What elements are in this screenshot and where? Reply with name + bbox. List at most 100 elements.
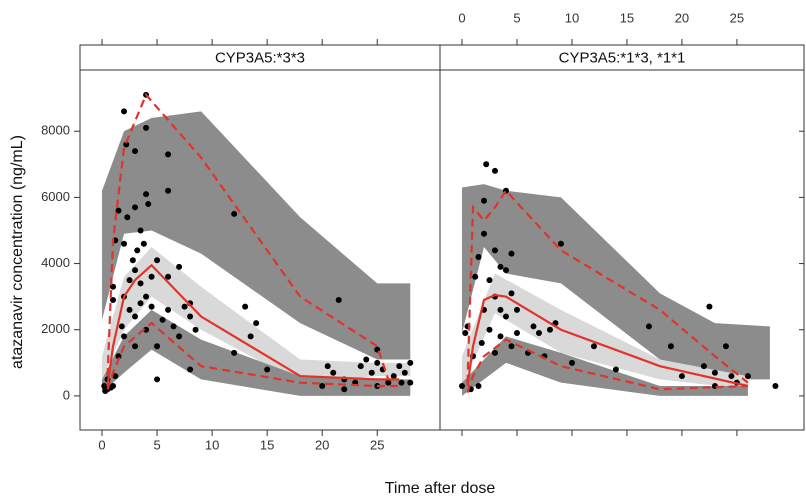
data-point xyxy=(154,376,161,383)
data-point xyxy=(478,339,485,346)
data-point xyxy=(176,263,183,270)
data-point xyxy=(264,366,271,373)
data-point xyxy=(123,141,130,148)
data-point xyxy=(557,240,564,247)
data-point xyxy=(407,379,414,386)
data-point xyxy=(546,326,553,333)
data-point xyxy=(508,250,515,257)
median-line xyxy=(106,263,400,387)
data-point xyxy=(472,273,479,280)
y-tick-label: 4000 xyxy=(41,255,70,270)
data-point xyxy=(231,349,238,356)
data-point xyxy=(491,349,498,356)
prediction-band xyxy=(102,309,411,396)
data-point xyxy=(480,197,487,204)
data-point xyxy=(772,382,779,389)
strip-label: CYP3A5:*3*3 xyxy=(215,49,305,66)
strip-label: CYP3A5:*1*3, *1*1 xyxy=(559,49,686,66)
x-tick-label: 20 xyxy=(315,437,329,452)
data-point xyxy=(744,373,751,380)
data-point xyxy=(137,300,144,307)
y-axis-label: atazanavir concentration (ng/mL) xyxy=(9,135,26,369)
panel-plot xyxy=(458,161,779,396)
data-point xyxy=(165,273,172,280)
x-tick-label: 10 xyxy=(205,437,219,452)
data-point xyxy=(176,333,183,340)
strip xyxy=(79,44,441,71)
data-point xyxy=(247,333,254,340)
data-point xyxy=(508,290,515,297)
data-point xyxy=(143,124,150,131)
data-point xyxy=(678,373,685,380)
x-tick-label: 15 xyxy=(620,10,634,25)
x-tick-label: 5 xyxy=(513,10,520,25)
data-point xyxy=(181,303,188,310)
data-point xyxy=(612,366,619,373)
data-point xyxy=(645,323,652,330)
data-point xyxy=(513,306,520,313)
data-point xyxy=(154,257,161,264)
strip xyxy=(439,44,805,71)
data-point xyxy=(124,214,131,221)
prediction-band xyxy=(461,184,770,380)
prediction-band xyxy=(102,247,411,383)
panel-plot xyxy=(101,91,414,396)
data-point xyxy=(535,330,542,337)
data-point xyxy=(502,267,509,274)
data-point xyxy=(253,320,260,327)
data-point xyxy=(132,313,139,320)
data-point xyxy=(148,303,155,310)
data-point xyxy=(132,148,139,155)
x-tick-label: 5 xyxy=(153,437,160,452)
data-point xyxy=(187,313,194,320)
data-point xyxy=(145,201,152,208)
x-tick-label: 20 xyxy=(675,10,689,25)
data-point xyxy=(590,343,597,350)
prediction-band xyxy=(461,273,748,390)
data-point xyxy=(121,108,128,115)
data-point xyxy=(121,240,128,247)
data-point xyxy=(530,323,537,330)
data-point xyxy=(497,306,504,313)
data-point xyxy=(143,191,150,198)
data-point xyxy=(357,363,364,370)
data-point xyxy=(475,253,482,260)
data-point xyxy=(330,369,337,376)
x-tick-label: 0 xyxy=(98,437,105,452)
data-point xyxy=(134,247,141,254)
x-tick-label: 15 xyxy=(260,437,274,452)
data-point xyxy=(363,356,370,363)
data-point xyxy=(192,326,199,333)
data-point xyxy=(137,280,144,287)
x-axis-label: Time after dose xyxy=(385,480,496,497)
data-point xyxy=(491,247,498,254)
data-point xyxy=(341,386,348,393)
data-point xyxy=(132,343,139,350)
data-point xyxy=(187,366,194,373)
data-point xyxy=(700,363,707,370)
data-point xyxy=(497,333,504,340)
data-point xyxy=(667,343,674,350)
data-point xyxy=(154,343,161,350)
percentile-line-dashed xyxy=(466,338,748,393)
y-tick-label: 6000 xyxy=(41,189,70,204)
data-point xyxy=(486,326,493,333)
data-point xyxy=(513,330,520,337)
data-point xyxy=(480,230,487,237)
y-tick-label: 2000 xyxy=(41,321,70,336)
data-point xyxy=(368,369,375,376)
data-point xyxy=(137,227,144,234)
data-point xyxy=(483,161,490,168)
percentile-line-dashed xyxy=(106,321,400,390)
median-line xyxy=(466,293,749,388)
prediction-band xyxy=(461,336,748,396)
data-point xyxy=(711,369,718,376)
data-point xyxy=(242,303,249,310)
data-point xyxy=(385,379,392,386)
data-point xyxy=(722,343,729,350)
data-point xyxy=(165,151,172,158)
data-point xyxy=(728,373,735,380)
y-tick-label: 8000 xyxy=(41,123,70,138)
data-point xyxy=(706,303,713,310)
